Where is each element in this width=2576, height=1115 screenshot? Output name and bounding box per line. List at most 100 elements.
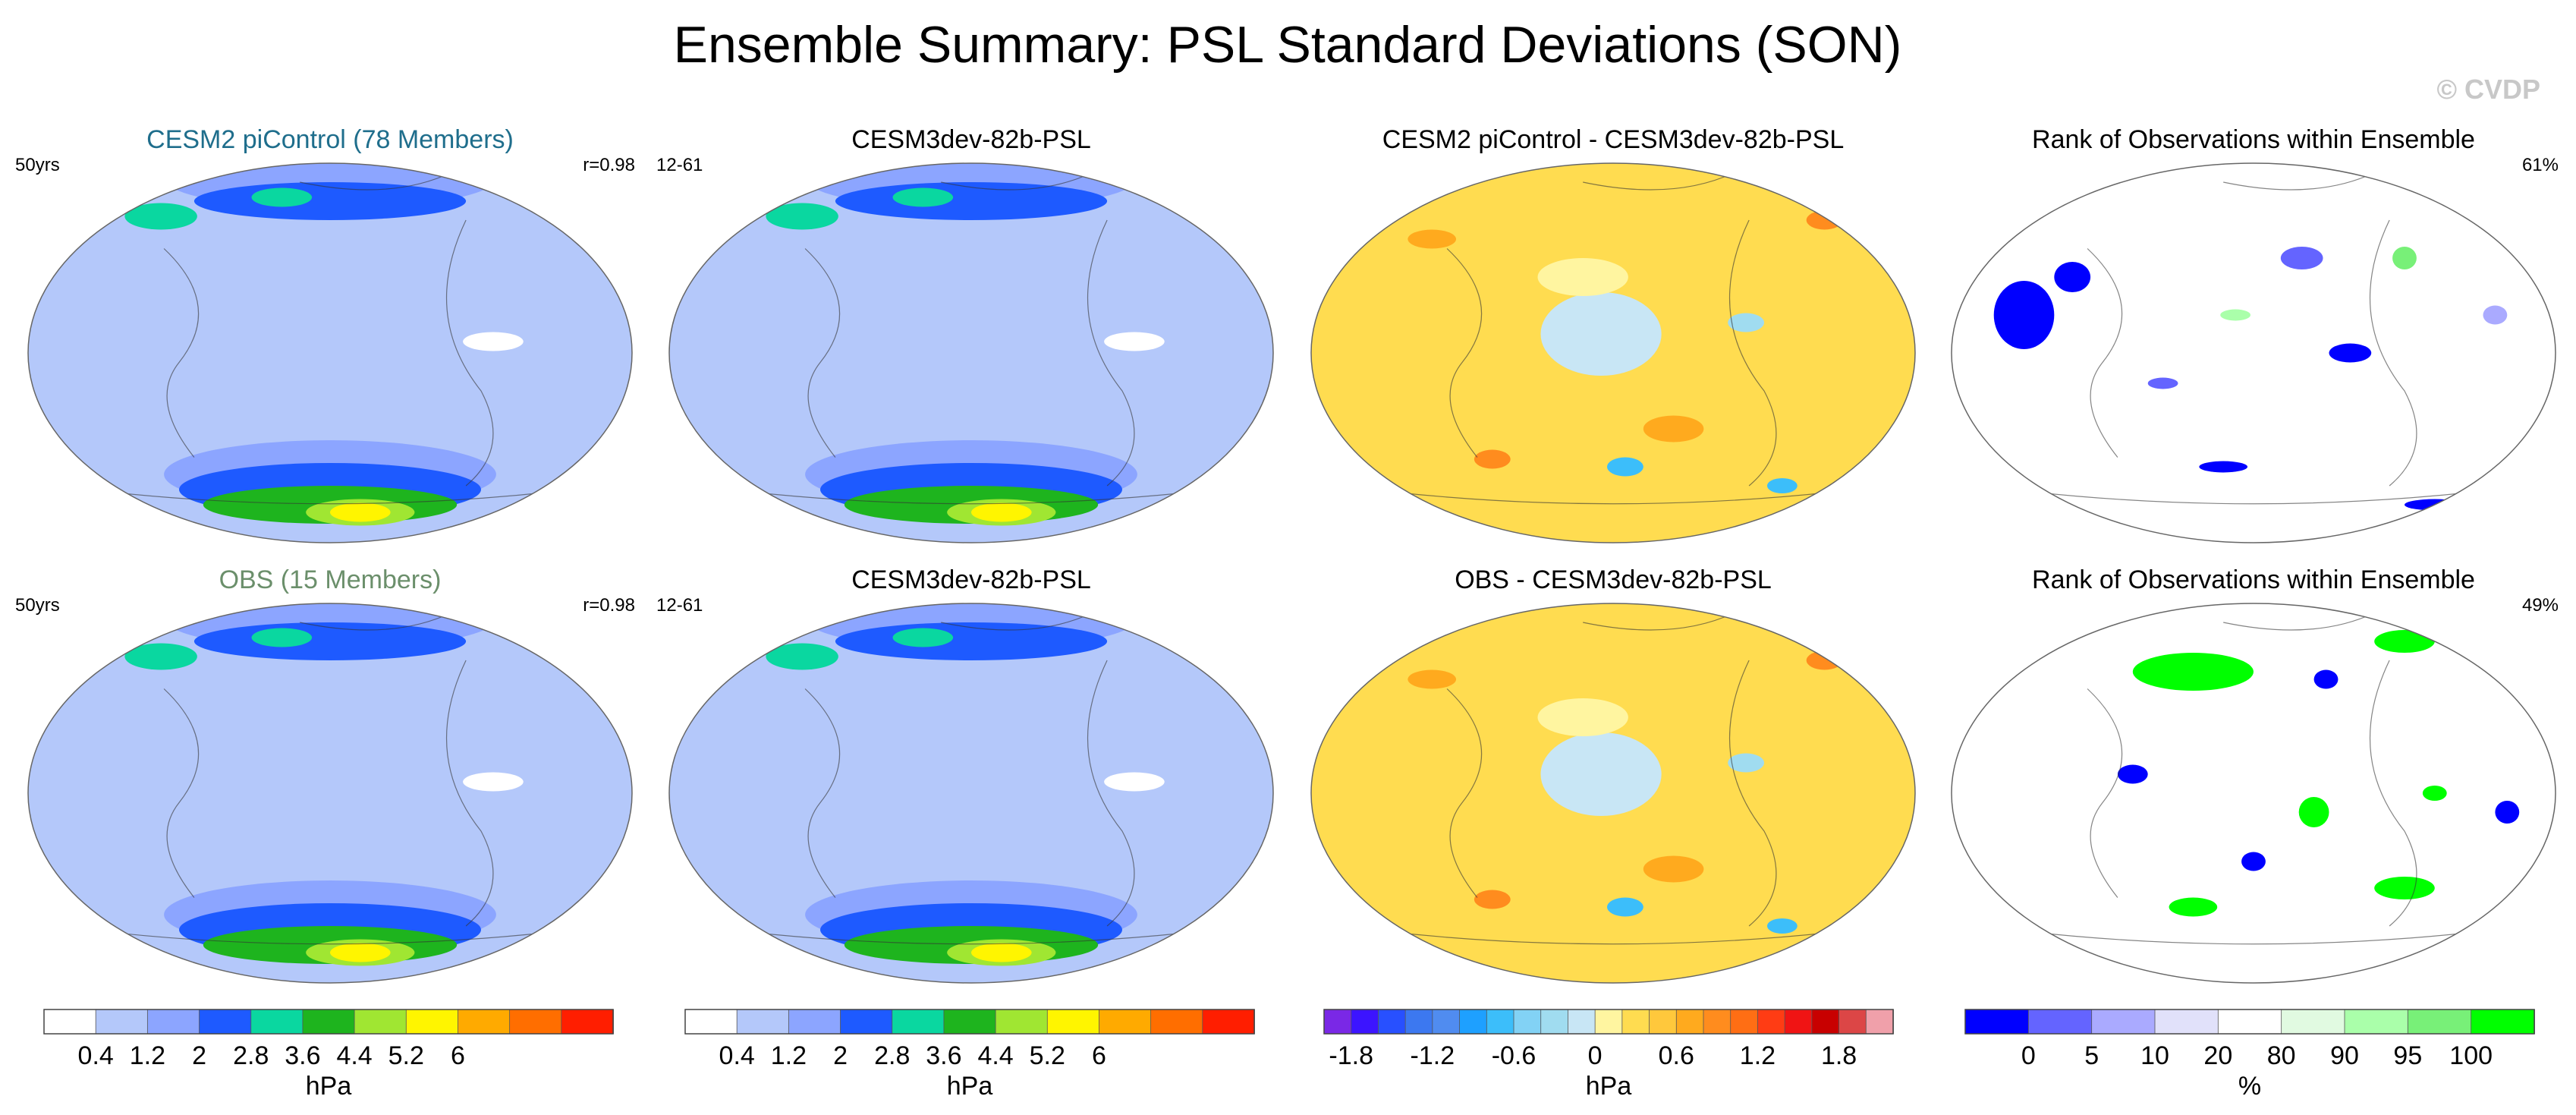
map-panel-r1c3: CESM2 piControl - CESM3dev-82b-PSL [1310,125,1916,543]
colorbar-c1: 0.4 1.2 2 2.8 3.6 4.4 5.2 6 hPa [43,1009,614,1101]
colorbar-tick-label: 0.4 [719,1041,755,1070]
map-panel-r2c1: OBS (15 Members) 50yrs r=0.98 [15,565,635,984]
field-region [2392,247,2417,269]
panel-title: CESM2 piControl (78 Members) [146,125,514,154]
colorbar-tick-label: -0.6 [1492,1041,1536,1070]
field-region [2422,786,2447,801]
figure-title: Ensemble Summary: PSL Standard Deviation… [674,16,1902,74]
colorbar-box [1865,1009,1894,1035]
colorbar-box [2471,1009,2535,1035]
field-region [2483,305,2508,325]
field-region [2169,897,2218,917]
field-region [1356,195,1387,207]
colorbar-box [146,1009,200,1035]
field-region [835,182,1108,220]
colorbar-box [1459,1009,1488,1035]
colorbar-box [509,1009,562,1035]
colorbar-box [1784,1009,1813,1035]
colorbar-tick-label: 0.4 [78,1041,114,1070]
colorbar-tick-label: 1.2 [1740,1041,1776,1070]
colorbar-tick-label: 5.2 [388,1041,424,1070]
colorbar-c4: 0 5 10 20 80 90 95 100% [1964,1009,2535,1101]
coastlines [88,612,572,945]
colorbar-tick-label: 0 [2021,1041,2036,1070]
map-border [1310,162,1916,543]
field-region [1643,415,1704,443]
field-region [2054,262,2091,292]
colorbar-tick-label: 3.6 [285,1041,320,1070]
colorbar-tick-label: 2.8 [874,1041,910,1070]
map-panel-r2c3: OBS - CESM3dev-82b-PSL [1310,565,1916,984]
map-border [1951,162,2556,543]
panel-left-label: 12-61 [656,155,703,175]
colorbar-tick-label: 0 [1588,1041,1603,1070]
field-region [1408,229,1457,249]
field-region [1766,918,1798,934]
colorbar-tick-label: 2 [833,1041,848,1070]
map-border [668,603,1274,984]
colorbar-tick-label: 4.4 [336,1041,372,1070]
field-region [1537,258,1628,296]
field-region [1728,313,1765,332]
colorbar-tick-label: 0.6 [1659,1041,1694,1070]
field-region [164,342,496,425]
coastlines [1371,612,1855,945]
field-region [1993,281,2055,349]
field-region [2199,461,2248,473]
colorbar-box [1404,1009,1433,1035]
field-region [892,628,954,647]
colorbar-box [199,1009,252,1035]
field-region [1643,855,1704,883]
colorbar-tick-label: 2.8 [233,1041,269,1070]
colorbars: 0.4 1.2 2 2.8 3.6 4.4 5.2 6 hPa 0.4 1.2 2 2.8 3.6 4.4 5… [43,1009,2535,1101]
field-region [1540,292,1662,376]
field-region [193,622,467,660]
colorbar-box [302,1009,355,1035]
panel-title: Rank of Observations within Ensemble [2032,125,2475,154]
field-region [1607,897,1643,917]
field-region [2241,852,2266,871]
field-region [2329,343,2372,363]
colorbar-box [354,1009,407,1035]
colorbar-tick-label: -1.2 [1411,1041,1455,1070]
field-region [541,628,602,647]
field-region [766,643,838,670]
field-region [1728,753,1765,773]
field-region [463,772,524,792]
field-region [1848,930,1886,945]
field-region [2374,630,2435,653]
field-region [1766,478,1798,493]
panel-title: CESM3dev-82b-PSL [851,565,1091,594]
colorbar-box [684,1009,738,1035]
coastlines [1371,172,1855,505]
field-region [164,782,496,865]
colorbar-units: hPa [306,1072,352,1101]
map-panel-r1c4: Rank of Observations within Ensemble 61% [1951,125,2559,543]
field-region [2495,801,2520,824]
field-region [330,502,391,522]
field-region [1537,698,1628,736]
panel-title: OBS (15 Members) [219,565,442,594]
field-region [2374,877,2435,899]
coastlines [2011,612,2496,945]
colorbar-tick-label: 20 [2203,1041,2232,1070]
map-field [1952,603,2556,983]
colorbar-tick-label: 80 [2267,1041,2296,1070]
map-field [669,603,1273,983]
field-region [971,943,1032,962]
colorbar-tick-label: 1.2 [771,1041,807,1070]
coastlines [729,612,1213,945]
colorbar-box [2027,1009,2093,1035]
colorbar-box [1099,1009,1152,1035]
panel-left-label: 50yrs [15,155,60,175]
map-border [668,162,1274,543]
colorbar-box [250,1009,304,1035]
field-region [820,254,1122,330]
field-region [2087,248,2420,458]
colorbar-tick-label: -1.8 [1329,1041,1373,1070]
field-region [124,203,197,230]
colorbar-box [1757,1009,1786,1035]
map-field [1311,163,1915,543]
field-region [193,182,467,220]
colorbar-tick-label: 10 [2140,1041,2169,1070]
